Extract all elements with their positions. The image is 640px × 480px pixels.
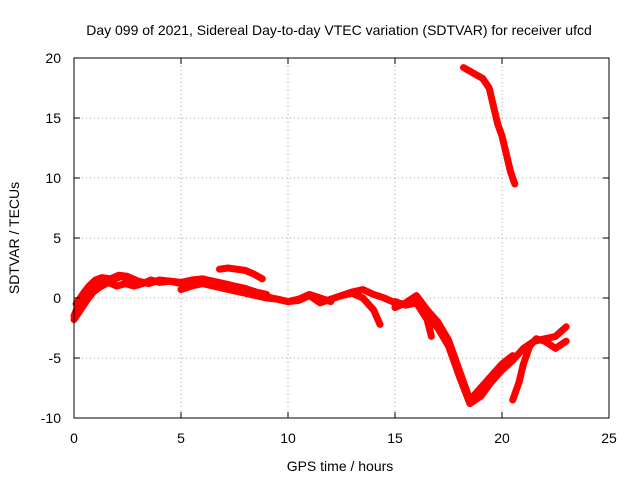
ticks bbox=[73, 57, 610, 419]
x-tick-label: 15 bbox=[387, 430, 403, 446]
x-tick-label: 10 bbox=[280, 430, 296, 446]
y-tick-label: 5 bbox=[53, 230, 61, 246]
series-line-track-12 bbox=[460, 64, 519, 188]
series-line-track-11 bbox=[509, 335, 570, 404]
y-tick-label: -5 bbox=[49, 350, 62, 366]
x-tick-label: 0 bbox=[70, 430, 78, 446]
x-tick-label: 25 bbox=[601, 430, 617, 446]
y-tick-label: 0 bbox=[53, 290, 61, 306]
y-tick-label: 15 bbox=[45, 110, 61, 126]
y-axis-label: SDTVAR / TECUs bbox=[6, 182, 22, 294]
series-line-track-2 bbox=[72, 271, 271, 308]
series-line-track-10 bbox=[423, 312, 570, 408]
x-tick-label: 5 bbox=[177, 430, 185, 446]
series-line-track-3 bbox=[70, 272, 142, 324]
series-layer bbox=[70, 64, 570, 408]
series-line-track-5 bbox=[216, 264, 266, 283]
y-tick-label: 20 bbox=[45, 50, 61, 66]
series-line-track-6 bbox=[241, 284, 399, 307]
tick-labels: 0 5 10 15 20 25 -10 -5 0 5 10 15 20 bbox=[41, 50, 617, 446]
x-tick-label: 20 bbox=[494, 430, 510, 446]
x-axis-label: GPS time / hours bbox=[287, 458, 394, 474]
series-line-track-7 bbox=[338, 289, 384, 328]
grid bbox=[74, 58, 609, 418]
y-tick-label: 10 bbox=[45, 170, 61, 186]
y-tick-label: -10 bbox=[41, 410, 61, 426]
series-line-track-9 bbox=[391, 292, 517, 404]
chart-title: Day 099 of 2021, Sidereal Day-to-day VTE… bbox=[86, 22, 592, 38]
